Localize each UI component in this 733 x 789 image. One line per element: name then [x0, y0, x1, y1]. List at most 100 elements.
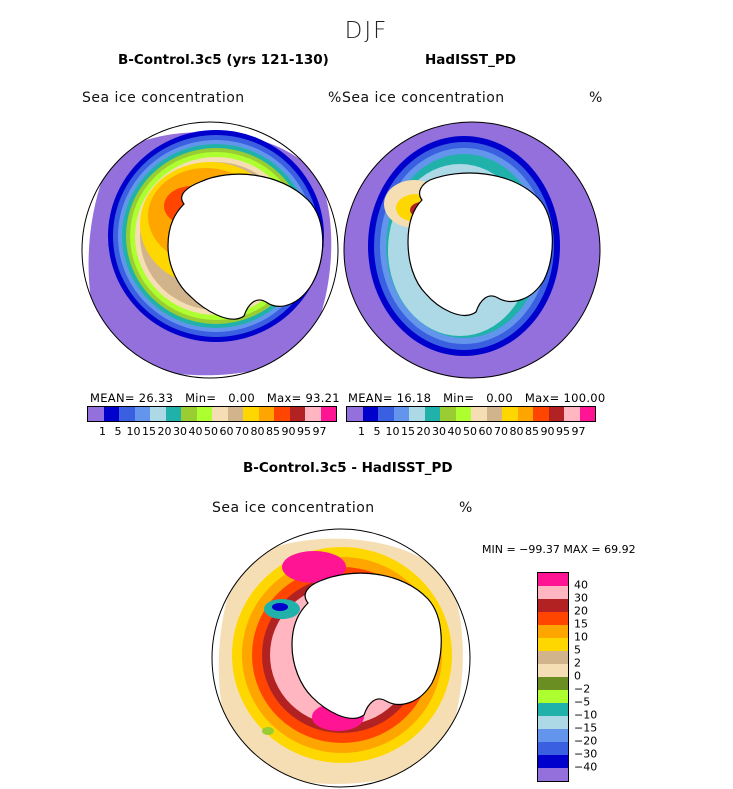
colorbar-swatch [362, 407, 378, 421]
colorbar-tick-label: 5 [373, 425, 381, 438]
diff-units: % [459, 500, 473, 516]
colorbar-swatch [486, 407, 502, 421]
diff-negative-region-2 [272, 603, 288, 611]
panel2-title: HadISST_PD [425, 52, 516, 68]
colorbar-tick-label: 90 [281, 425, 296, 438]
colorbar-swatch [538, 638, 568, 651]
colorbar-tick-label: 40 [447, 425, 462, 438]
max-label: Max= [266, 391, 302, 405]
colorbar-tick-label: −20 [574, 734, 598, 748]
colorbar-tick-label: 20 [157, 425, 172, 438]
mean-value: 26.33 [138, 391, 174, 405]
colorbar-tick-label: 40 [188, 425, 203, 438]
colorbar-swatch [88, 407, 104, 421]
colorbar-swatch [502, 407, 518, 421]
colorbar-swatch [538, 755, 568, 768]
panel1-variable: Sea ice concentration [82, 90, 245, 106]
colorbar-swatch [196, 407, 212, 421]
colorbar-swatch [305, 407, 321, 421]
colorbar-swatch [119, 407, 135, 421]
colorbar-swatch [212, 407, 228, 421]
colorbar-tick-label: 85 [525, 425, 539, 438]
colorbar-tick-label: −30 [574, 747, 598, 761]
colorbar-tick-label: 30 [173, 425, 187, 438]
colorbar-swatch [455, 407, 471, 421]
antarctica-land [291, 572, 442, 719]
colorbar-tick-label: 20 [574, 604, 588, 618]
min-label: Min= [185, 391, 217, 405]
mean-label: MEAN= [90, 391, 135, 405]
colorbar-tick-label: −40 [574, 760, 598, 774]
panel2-colorbar [346, 406, 596, 422]
colorbar-tick-label: 15 [142, 425, 156, 438]
colorbar-tick-label: −15 [574, 721, 598, 735]
panel2-units: % [589, 90, 603, 106]
colorbar-tick-label: −2 [574, 682, 591, 696]
colorbar-tick-label: 20 [416, 425, 431, 438]
colorbar-swatch [181, 407, 197, 421]
colorbar-swatch [103, 407, 119, 421]
colorbar-tick-label: 15 [574, 617, 588, 631]
colorbar-swatch [347, 407, 363, 421]
colorbar-swatch [538, 573, 568, 586]
colorbar-swatch [538, 729, 568, 742]
colorbar-tick-label: 97 [571, 425, 586, 438]
diff-polar-map [211, 528, 471, 788]
diff-colorbar [537, 572, 569, 782]
colorbar-swatch [165, 407, 181, 421]
colorbar-tick-label: 30 [432, 425, 446, 438]
diff-positive-max [282, 551, 346, 583]
colorbar-tick-label: 10 [385, 425, 400, 438]
antarctica-land [407, 172, 553, 316]
colorbar-swatch [538, 690, 568, 703]
max-label: Max= [524, 391, 560, 405]
colorbar-swatch [538, 586, 568, 599]
colorbar-swatch [471, 407, 487, 421]
colorbar-swatch [378, 407, 394, 421]
antarctica-land [167, 173, 324, 320]
colorbar-tick-label: 90 [540, 425, 555, 438]
colorbar-swatch [538, 716, 568, 729]
colorbar-swatch [533, 407, 549, 421]
min-value: 0.00 [486, 391, 514, 405]
colorbar-swatch [227, 407, 243, 421]
colorbar-tick-label: −10 [574, 708, 598, 722]
colorbar-tick-label: 85 [266, 425, 280, 438]
colorbar-swatch [517, 407, 533, 421]
diff-title: B-Control.3c5 - HadISST_PD [243, 460, 453, 476]
diff-small-patch [262, 727, 274, 735]
max-value: 93.21 [305, 391, 340, 405]
colorbar-swatch [134, 407, 150, 421]
colorbar-swatch [424, 407, 440, 421]
colorbar-tick-label: 80 [509, 425, 524, 438]
panel1-polar-map [81, 121, 339, 379]
min-label: Min= [443, 391, 475, 405]
colorbar-tick-label: 10 [574, 630, 588, 644]
mean-value: 16.18 [396, 391, 432, 405]
colorbar-tick-label: 30 [574, 591, 588, 605]
colorbar-swatch [538, 768, 568, 781]
colorbar-swatch [393, 407, 409, 421]
colorbar-swatch [548, 407, 564, 421]
colorbar-swatch [538, 677, 568, 690]
colorbar-swatch [409, 407, 425, 421]
colorbar-tick-label: 5 [114, 425, 122, 438]
colorbar-swatch [289, 407, 305, 421]
colorbar-tick-label: 60 [219, 425, 234, 438]
colorbar-swatch [243, 407, 259, 421]
colorbar-swatch [150, 407, 166, 421]
colorbar-swatch [538, 742, 568, 755]
colorbar-tick-label: 40 [574, 578, 588, 592]
colorbar-swatch [579, 407, 595, 421]
colorbar-swatch [538, 599, 568, 612]
colorbar-tick-label: 70 [494, 425, 508, 438]
colorbar-tick-label: 50 [463, 425, 477, 438]
max-value: 100.00 [563, 391, 606, 405]
colorbar-swatch [258, 407, 274, 421]
colorbar-swatch [538, 651, 568, 664]
min-value: 0.00 [228, 391, 256, 405]
colorbar-tick-label: 15 [401, 425, 415, 438]
panel2-stats: MEAN= 16.18 Min= 0.00 Max= 100.00 [348, 391, 606, 405]
colorbar-swatch [538, 664, 568, 677]
panel1-stats: MEAN= 26.33 Min= 0.00 Max= 93.21 [90, 391, 340, 405]
